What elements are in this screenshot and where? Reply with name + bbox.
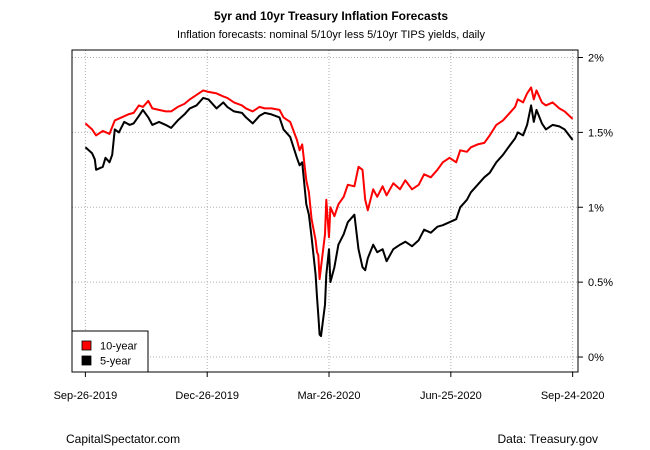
legend-label-5-year: 5-year: [100, 356, 132, 368]
x-tick-label: Sep-24-2020: [541, 390, 605, 402]
footer-data-source: Data: Treasury.gov: [497, 432, 599, 446]
plot-frame: [71, 49, 579, 373]
y-axis: 0% 0.5% 1% 1.5% 2%: [578, 52, 613, 364]
legend-label-10-year: 10-year: [100, 341, 138, 353]
series-layer: [84, 86, 574, 338]
x-tick-label: Sep-26-2019: [54, 390, 118, 402]
x-tick-label: Mar-26-2020: [298, 390, 361, 402]
chart-title: 5yr and 10yr Treasury Inflation Forecast…: [214, 9, 448, 23]
y-tick-label: 0%: [588, 352, 604, 364]
footer-source-site: CapitalSpectator.com: [66, 432, 181, 446]
series-line-10-year: [84, 86, 574, 281]
x-tick-label: Jun-25-2020: [420, 390, 482, 402]
chart-subtitle: Inflation forecasts: nominal 5/10yr less…: [177, 29, 485, 41]
y-tick-label: 0.5%: [588, 277, 613, 289]
legend: 10-year 5-year: [71, 330, 149, 373]
y-tick-label: 1.5%: [588, 127, 613, 139]
x-axis: Sep-26-2019 Dec-26-2019 Mar-26-2020 Jun-25-…: [54, 372, 605, 402]
y-tick-label: 2%: [588, 52, 604, 64]
series-line-5-year: [84, 96, 574, 338]
y-tick-label: 1%: [588, 202, 604, 214]
x-tick-label: Dec-26-2019: [175, 390, 239, 402]
legend-swatch-5-year: [81, 355, 92, 366]
legend-swatch-10-year: [81, 340, 92, 351]
